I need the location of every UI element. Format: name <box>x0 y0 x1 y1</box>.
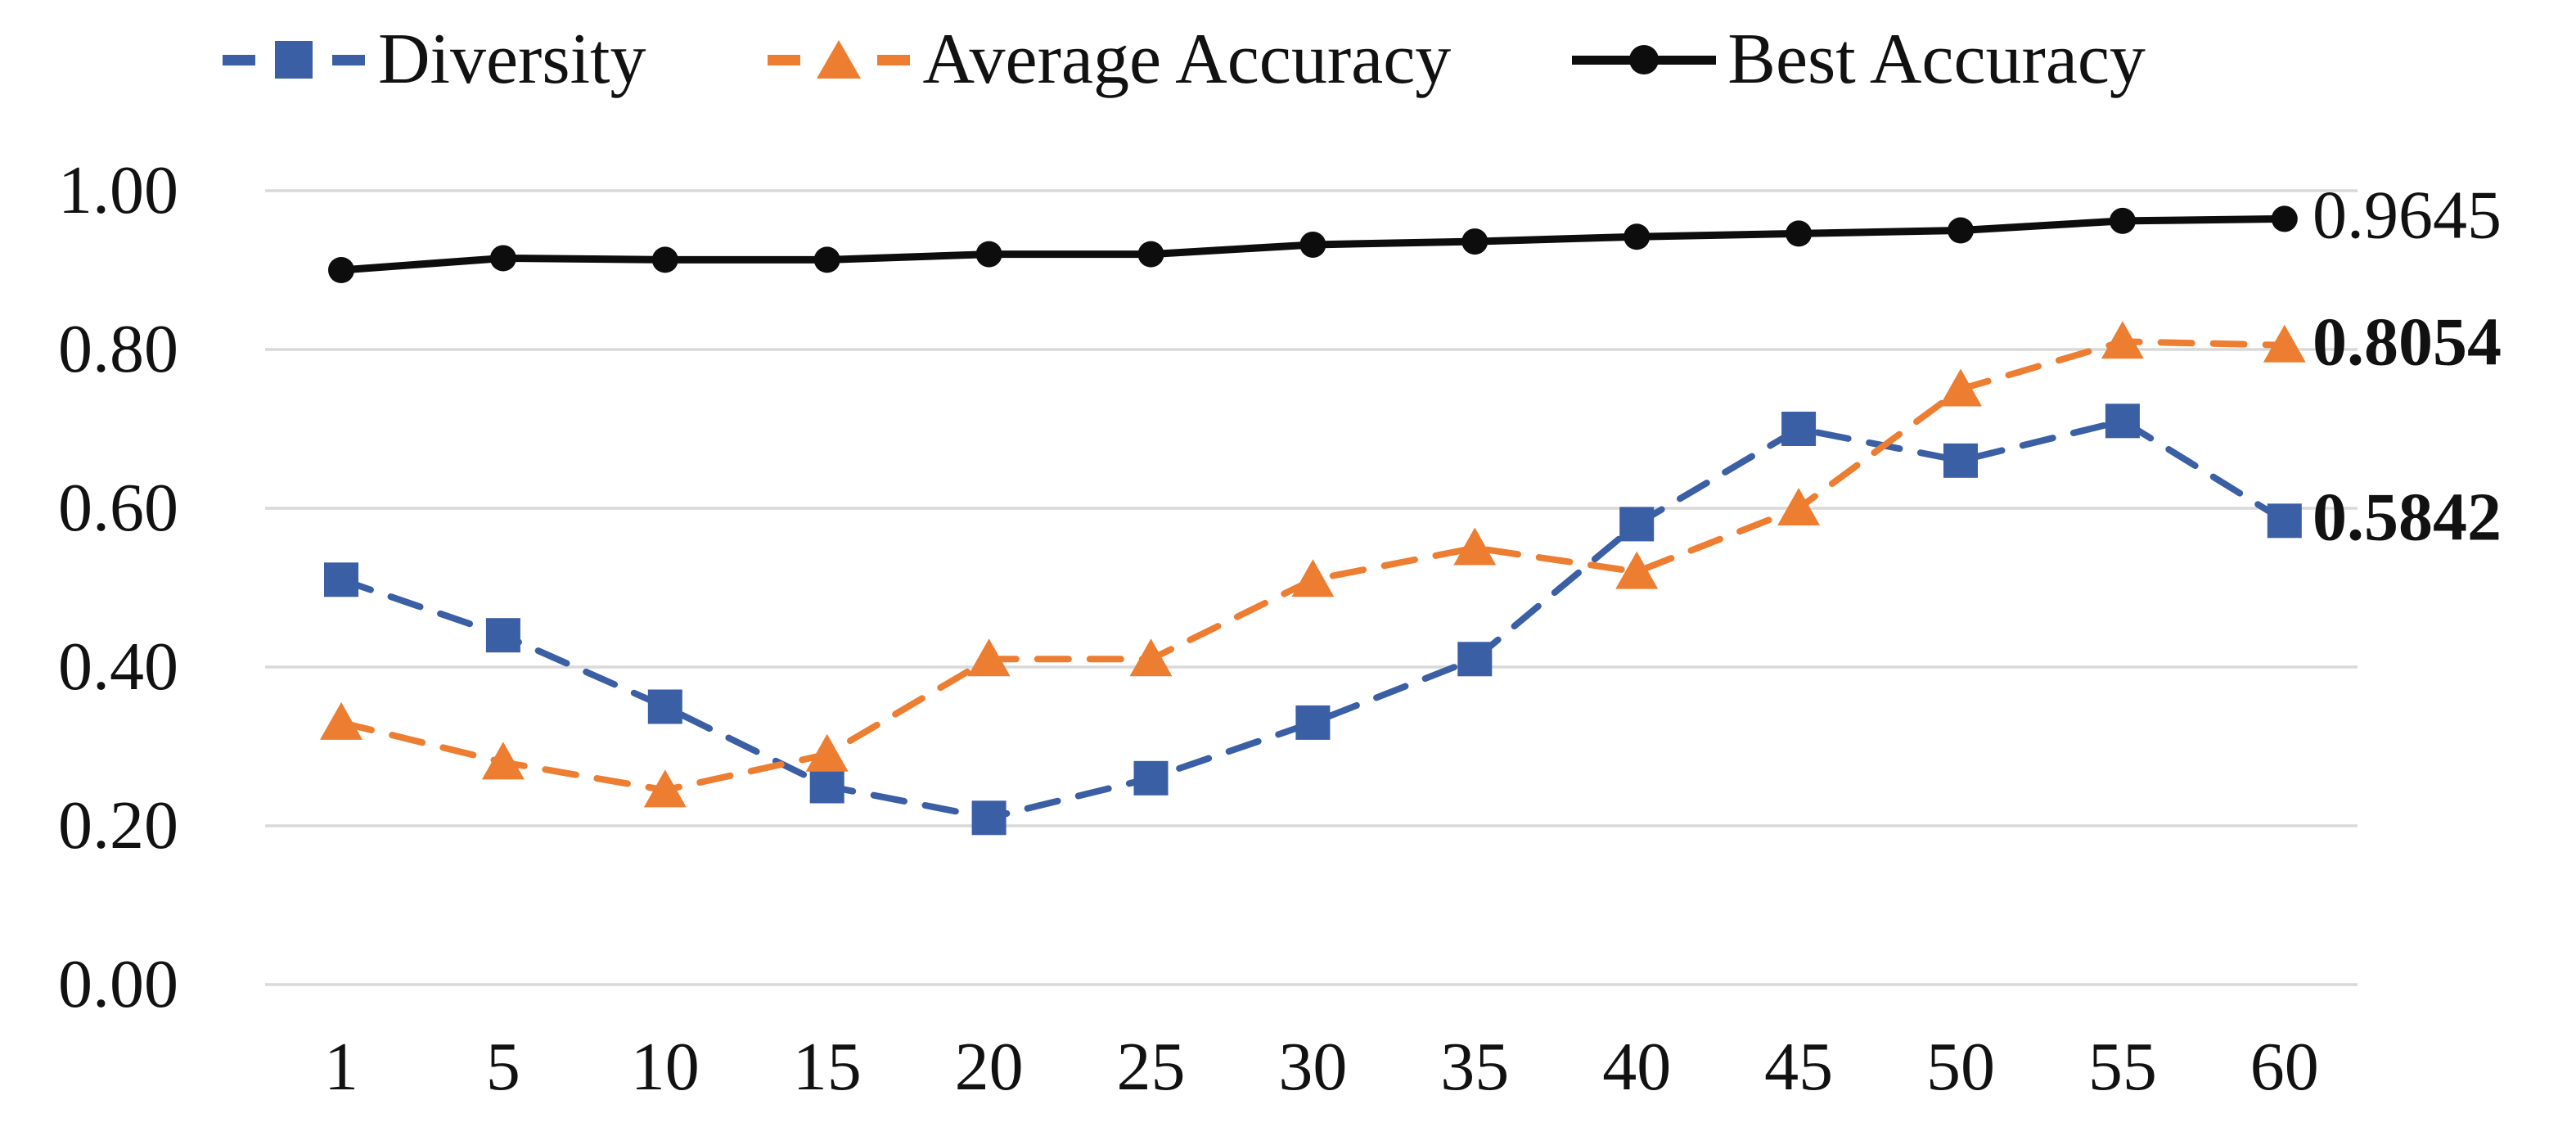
diversity-marker <box>971 800 1007 836</box>
legend-label-average-accuracy: Average Accuracy <box>922 20 1452 99</box>
x-tick-label: 20 <box>954 1029 1024 1105</box>
x-tick-label: 1 <box>324 1029 358 1105</box>
best-accuracy-marker <box>489 245 516 272</box>
best-accuracy-marker <box>1786 220 1813 247</box>
average-accuracy-marker <box>1453 527 1497 566</box>
diversity-marker <box>2105 403 2140 439</box>
diversity-marker <box>1133 760 1169 796</box>
diversity-end-label: 0.5842 <box>2313 479 2502 556</box>
x-tick-label: 45 <box>1764 1029 1834 1105</box>
x-tick-label: 25 <box>1116 1029 1186 1105</box>
x-tick-label: 50 <box>1926 1029 1995 1105</box>
diversity-marker <box>1781 412 1817 446</box>
x-tick-label: 10 <box>630 1029 700 1105</box>
diversity-legend-marker-icon <box>223 41 365 79</box>
x-tick-label: 35 <box>1440 1029 1510 1105</box>
best-accuracy-end-label: 0.9645 <box>2313 178 2502 255</box>
diversity-marker <box>1457 642 1493 677</box>
legend-label-best-accuracy: Best Accuracy <box>1727 20 2146 99</box>
legend-label-diversity: Diversity <box>378 20 646 99</box>
diversity-marker <box>2267 503 2302 539</box>
x-tick-label: 15 <box>792 1029 862 1105</box>
diversity-marker <box>647 689 682 724</box>
legend: Diversity Average Accuracy Best Accuracy <box>223 7 2146 113</box>
legend-item-best-accuracy: Best Accuracy <box>1572 24 2146 96</box>
average-accuracy-end-label: 0.8054 <box>2313 304 2502 381</box>
average-accuracy-marker <box>2263 324 2306 363</box>
diversity-marker <box>485 618 520 653</box>
best-accuracy-marker <box>1137 241 1164 268</box>
best-accuracy-marker <box>1948 217 1974 244</box>
average-accuracy-marker <box>481 742 525 780</box>
best-accuracy-marker <box>1624 223 1651 250</box>
diversity-marker <box>324 562 358 597</box>
y-tick-label: 0.40 <box>58 629 178 705</box>
best-accuracy-marker <box>328 257 354 283</box>
x-tick-label: 55 <box>2087 1029 2157 1105</box>
average-accuracy-marker <box>1291 559 1335 597</box>
y-tick-label: 0.80 <box>58 311 178 387</box>
average-accuracy-marker <box>643 769 687 808</box>
diversity-marker <box>1619 507 1655 542</box>
diversity-marker <box>1943 443 1978 478</box>
best-accuracy-marker <box>2109 207 2136 234</box>
best-accuracy-marker <box>813 246 840 273</box>
best-accuracy-marker <box>1461 228 1488 255</box>
x-tick-label: 5 <box>485 1029 520 1105</box>
average-accuracy-legend-marker-icon <box>767 40 910 79</box>
average-accuracy-marker <box>805 733 849 772</box>
average-accuracy-marker <box>1777 488 1821 525</box>
average-accuracy-marker <box>1129 638 1173 677</box>
best-accuracy-marker <box>1299 231 1326 258</box>
x-tick-label: 60 <box>2249 1029 2319 1105</box>
best-accuracy-marker <box>975 241 1002 268</box>
x-tick-label: 30 <box>1278 1029 1348 1105</box>
best-accuracy-marker <box>2271 205 2298 232</box>
average-accuracy-marker <box>2101 321 2144 359</box>
average-accuracy-marker <box>320 701 363 740</box>
legend-item-average-accuracy: Average Accuracy <box>767 20 1452 99</box>
y-tick-label: 0.20 <box>58 787 178 863</box>
diversity-marker <box>809 769 844 804</box>
y-tick-label: 0.60 <box>58 470 178 546</box>
legend-item-diversity: Diversity <box>223 24 646 96</box>
x-tick-label: 40 <box>1602 1029 1672 1105</box>
diversity-marker <box>1295 705 1331 740</box>
average-accuracy-marker <box>967 638 1011 677</box>
y-tick-label: 1.00 <box>58 152 178 228</box>
average-accuracy-marker <box>1939 368 1982 407</box>
average-accuracy-marker <box>1615 551 1659 589</box>
best-accuracy-legend-marker-icon <box>1572 45 1717 74</box>
y-tick-label: 0.00 <box>58 946 178 1022</box>
diversity-line <box>338 417 2288 822</box>
best-accuracy-marker <box>651 246 678 273</box>
